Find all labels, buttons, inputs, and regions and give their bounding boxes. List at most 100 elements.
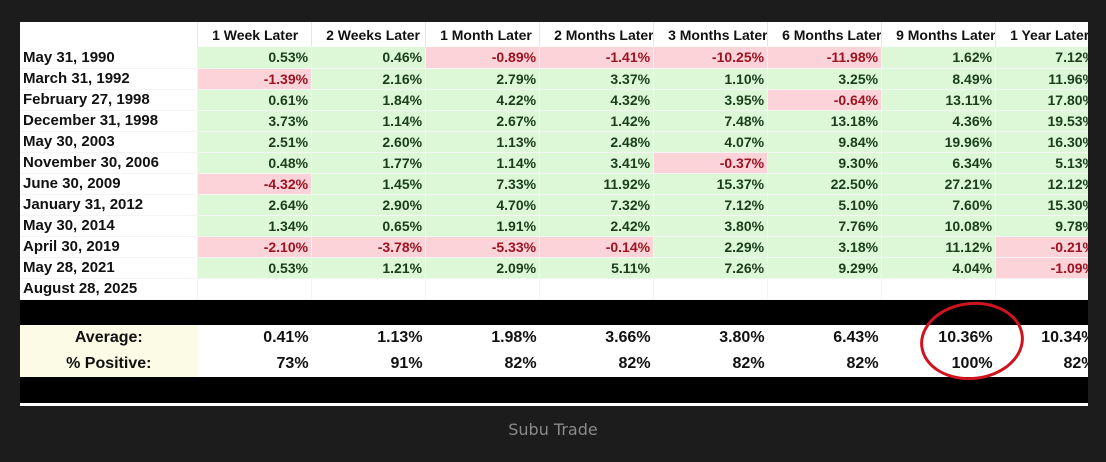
return-cell: 11.96% (995, 68, 1088, 90)
return-cell: 5.13% (995, 152, 1088, 174)
source-caption: Subu Trade (508, 420, 598, 439)
return-cell: 3.95% (653, 89, 769, 111)
spacer-cell (426, 403, 540, 406)
summary-row: Average: 0.41% 1.13% 1.98% 3.66% 3.80% 6.43% 10… (20, 325, 1088, 351)
divider-line (20, 299, 1088, 325)
divider-cell (767, 299, 882, 325)
summary-value: 3.66% (605, 329, 651, 346)
return-cell: 6.34% (881, 152, 997, 174)
return-cell: 3.25% (767, 68, 883, 90)
summary-rows: Average: 0.41% 1.13% 1.98% 3.66% 3.80% 6.43% 10… (20, 299, 1088, 403)
table-row: June 30, 2009 -4.32% 1.45% 7.33% 11.92% 15.37… (20, 173, 1088, 195)
return-cell: 7.76% (767, 215, 883, 237)
table-row: May 28, 2021 0.53% 1.21% 2.09% 5.11% 7.26% 9.2… (20, 257, 1088, 279)
summary-label: Average: (20, 325, 198, 351)
divider-cell (767, 377, 882, 403)
return-cell: 13.11% (881, 89, 997, 111)
row-date: February 27, 1998 (20, 89, 199, 111)
column-header: 9 Months Later (881, 22, 997, 47)
summary-label: % Positive: (20, 351, 198, 377)
summary-value: 100% (951, 355, 993, 372)
return-cell (539, 278, 655, 300)
summary-value: 82% (504, 355, 537, 372)
table-row: March 31, 1992 -1.39% 2.16% 2.79% 3.37% 1.10%… (20, 68, 1088, 90)
return-cell: -0.89% (425, 47, 541, 69)
return-cell: -1.39% (197, 68, 313, 90)
return-cell: 1.14% (425, 152, 541, 174)
spacer-cell (882, 403, 996, 406)
return-cell: 5.10% (767, 194, 883, 216)
table-row: November 30, 2006 0.48% 1.77% 1.14% 3.41% -0.… (20, 152, 1088, 174)
return-cell: 3.41% (539, 152, 655, 174)
return-cell: 11.12% (881, 236, 997, 258)
header-row: 1 Week Later 2 Weeks Later 1 Month Later… (20, 22, 1088, 47)
return-cell: 3.37% (539, 68, 655, 90)
summary-value: 82% (732, 355, 765, 372)
spacer-cell (198, 403, 312, 406)
return-cell: 2.29% (653, 236, 769, 258)
return-cell: 4.32% (539, 89, 655, 111)
divider-cell (20, 299, 198, 325)
return-cell: 1.42% (539, 110, 655, 132)
divider-cell (653, 299, 768, 325)
return-cell: 4.36% (881, 110, 997, 132)
summary-value: 91% (390, 355, 423, 372)
return-cell: 11.92% (539, 173, 655, 195)
return-cell: 1.77% (311, 152, 427, 174)
return-cell: 9.29% (767, 257, 883, 279)
table-row: August 28, 2025 (20, 278, 1088, 300)
summary-value: 10.34% (1041, 329, 1088, 346)
return-cell (653, 278, 769, 300)
return-cell: 2.67% (425, 110, 541, 132)
return-cell: 0.53% (197, 47, 313, 69)
return-cell: 27.21% (881, 173, 997, 195)
return-cell: -3.78% (311, 236, 427, 258)
spacer-cell (312, 403, 426, 406)
return-cell (881, 278, 997, 300)
column-header: 1 Month Later (425, 22, 541, 47)
spacer-cell (996, 403, 1088, 406)
return-cell: 1.14% (311, 110, 427, 132)
column-header: 6 Months Later (767, 22, 883, 47)
return-cell: -5.33% (425, 236, 541, 258)
table-row: April 30, 2019 -2.10% -3.78% -5.33% -0.14% 2.… (20, 236, 1088, 258)
return-cell: 13.18% (767, 110, 883, 132)
return-cell: -1.09% (995, 257, 1088, 279)
return-cell: 7.32% (539, 194, 655, 216)
return-cell: 4.22% (425, 89, 541, 111)
divider-cell (539, 299, 654, 325)
return-cell: 2.79% (425, 68, 541, 90)
divider-cell (20, 377, 198, 403)
divider-cell (995, 299, 1088, 325)
divider-cell (425, 377, 540, 403)
return-cell: 0.48% (197, 152, 313, 174)
summary-value: 10.36% (938, 329, 993, 346)
row-date: June 30, 2009 (20, 173, 199, 195)
return-cell: 1.13% (425, 131, 541, 153)
divider-cell (995, 377, 1088, 403)
spacer-cell (768, 403, 882, 406)
return-cell (311, 278, 427, 300)
return-cell: 0.53% (197, 257, 313, 279)
return-cell (995, 278, 1088, 300)
return-cell: -4.32% (197, 173, 313, 195)
max-loss-gain-rows: Average Max Loss-0.89%-1.38%-1.69%-1.81%… (20, 403, 1088, 406)
table-row: December 31, 1998 3.73% 1.14% 2.67% 1.42% 7.4… (20, 110, 1088, 132)
summary-value: 1.13% (377, 329, 423, 346)
column-header: 2 Months Later (539, 22, 655, 47)
row-date: May 31, 1990 (20, 47, 199, 69)
return-cell: 4.07% (653, 131, 769, 153)
return-cell: 1.45% (311, 173, 427, 195)
summary-value: 6.43% (833, 329, 879, 346)
return-cell: -0.37% (653, 152, 769, 174)
returns-table-panel: 1 Week Later 2 Weeks Later 1 Month Later… (20, 22, 1088, 406)
return-cell: 1.10% (653, 68, 769, 90)
return-cell: 19.96% (881, 131, 997, 153)
return-cell: 1.34% (197, 215, 313, 237)
row-date: May 30, 2014 (20, 215, 199, 237)
return-cell: 15.30% (995, 194, 1088, 216)
return-cell: 9.30% (767, 152, 883, 174)
return-cell: 2.42% (539, 215, 655, 237)
spacer-row (20, 403, 1088, 406)
return-cell: 1.84% (311, 89, 427, 111)
